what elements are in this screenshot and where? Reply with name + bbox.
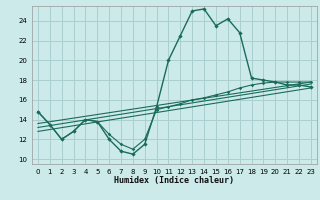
- X-axis label: Humidex (Indice chaleur): Humidex (Indice chaleur): [115, 176, 234, 185]
